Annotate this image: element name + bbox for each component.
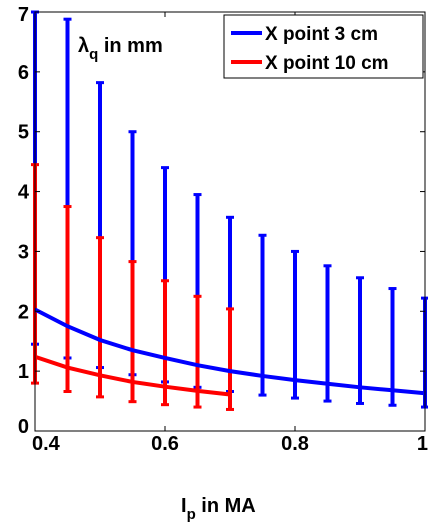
y-tick-label: 0 [18,416,29,438]
y-tick-label: 6 [18,62,29,84]
plot-frame [34,11,426,432]
legend-label-10cm: X point 10 cm [265,53,389,74]
x-tick-label: 0.6 [151,433,179,455]
series-line-3cm [34,307,426,396]
y-tick-label: 1 [18,361,29,383]
x-tick-label: 0.4 [32,433,61,455]
legend: X point 3 cm X point 10 cm [223,14,424,79]
plot-marks [31,10,428,411]
y-tick-label: 7 [18,4,29,26]
x-axis-label: Ip in MA [181,495,256,523]
legend-box [223,14,424,79]
series-line-10cm [34,354,231,397]
legend-label-3cm: X point 3 cm [265,24,378,45]
axes [34,11,426,432]
x-tick-label: 0.8 [281,433,309,455]
y-tick-label: 4 [18,182,30,204]
x-tick-label: 1 [417,433,428,455]
y-tick-label: 5 [18,122,29,144]
tick-labels: 0.4 0.6 0.8 1 0 1 2 3 4 5 6 7 [18,4,428,455]
y-tick-label: 2 [18,301,29,323]
y-tick-label: 3 [18,241,29,263]
y-axis-label: λq in mm [78,35,163,63]
